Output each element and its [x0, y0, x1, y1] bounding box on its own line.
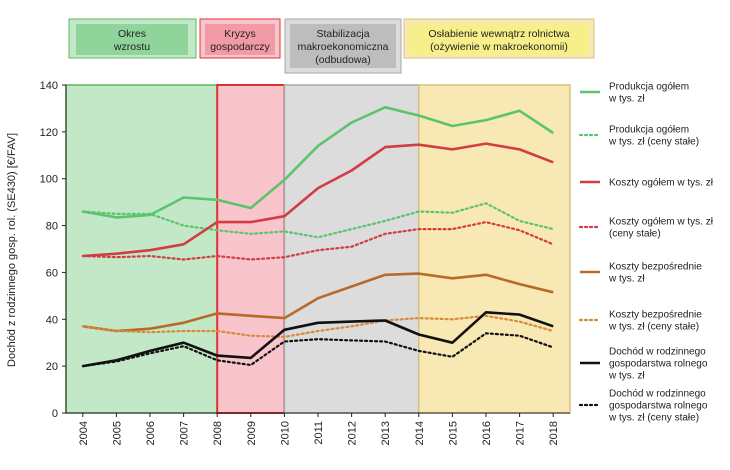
series-line	[82, 106, 554, 219]
x-tick-label: 2008	[212, 421, 224, 445]
phase-label: wzrostu	[113, 41, 150, 53]
phase-badge-inner	[205, 24, 275, 55]
axis-ticks: 0 20 40 60 80 100 120 140 2004 2005 2006 2007 2008 20…	[40, 80, 561, 445]
series-line	[82, 272, 554, 333]
phase-label: makroekonomiczna	[297, 41, 388, 53]
series-lines	[81, 106, 555, 368]
phase-badge-inner	[76, 24, 188, 55]
legend-label: Koszty bezpośrednie	[609, 310, 702, 321]
series-line	[81, 332, 555, 368]
x-tick-label: 2004	[78, 421, 90, 445]
legend-label: Koszty bezpośrednie	[609, 262, 702, 273]
x-tick-label: 2013	[380, 421, 392, 445]
x-tick-label: 2006	[145, 421, 157, 445]
y-tick-label: 120	[40, 127, 58, 139]
phase-badge-inner	[290, 24, 396, 68]
legend-label: Produkcja ogółem	[609, 125, 689, 136]
phase-backgrounds	[65, 84, 571, 414]
phase-background	[65, 84, 218, 414]
series-line	[81, 221, 555, 261]
phase-badge-inner	[409, 24, 589, 55]
axes	[65, 85, 570, 414]
legend-label: gospodarstwa rolnego	[609, 401, 708, 412]
phase-label: (odbudowa)	[315, 54, 370, 66]
y-tick-label: 40	[46, 314, 58, 326]
y-tick-label: 80	[46, 221, 58, 233]
x-tick-label: 2015	[447, 421, 459, 445]
x-tick-label: 2010	[279, 421, 291, 445]
y-axis-title: Dochód z rodzinnego gosp. rol. (SE430) […	[6, 133, 18, 367]
legend-label: Dochód w rodzinnego	[609, 347, 706, 358]
legend-label: Koszty ogółem w tys. zł	[609, 217, 714, 228]
phase-background	[283, 84, 420, 414]
legend-label: Dochód w rodzinnego	[609, 389, 706, 400]
legend-label: Produkcja ogółem	[609, 82, 689, 93]
legend-label: w tys. zł	[608, 94, 645, 105]
x-tick-label: 2012	[347, 421, 359, 445]
legend-label: w tys. zł	[608, 371, 645, 382]
legend-label: (ceny stałe)	[609, 229, 661, 240]
series-line	[82, 142, 554, 258]
phase-label: Stabilizacja	[316, 28, 369, 40]
phase-label: Okres	[118, 28, 146, 40]
phase-background	[216, 84, 286, 414]
phase-label: Osłabienie wewnątrz rolnictwa	[428, 28, 569, 40]
phase-label: gospodarczy	[210, 41, 270, 53]
x-tick-label: 2016	[481, 421, 493, 445]
phase-label: Kryzys	[224, 28, 256, 40]
phase-background	[418, 84, 571, 414]
legend-label: w tys. zł (ceny stałe)	[608, 137, 699, 148]
x-tick-label: 2009	[246, 421, 258, 445]
phase-label: (ożywienie w makroekonomii)	[430, 41, 568, 53]
y-tick-label: 100	[40, 174, 58, 186]
legend-label: gospodarstwa rolnego	[609, 359, 708, 370]
x-tick-label: 2007	[179, 421, 191, 445]
y-tick-label: 20	[46, 361, 58, 373]
x-tick-label: 2018	[548, 421, 560, 445]
x-tick-label: 2017	[515, 421, 527, 445]
y-tick-label: 140	[40, 80, 58, 92]
legend-label: Koszty ogółem w tys. zł	[609, 178, 714, 189]
legend-label: w tys. zł (ceny stałe)	[608, 413, 699, 424]
series-line	[82, 310, 554, 368]
legend-label: w tys. zł	[608, 274, 645, 285]
y-tick-label: 0	[52, 408, 58, 420]
x-tick-label: 2005	[111, 421, 123, 445]
legend-label: w tys. zł (ceny stałe)	[608, 322, 699, 333]
y-tick-label: 60	[46, 267, 58, 279]
series-line	[81, 314, 555, 338]
x-tick-label: 2014	[414, 421, 426, 445]
x-tick-label: 2011	[313, 421, 325, 445]
series-line	[81, 202, 555, 239]
